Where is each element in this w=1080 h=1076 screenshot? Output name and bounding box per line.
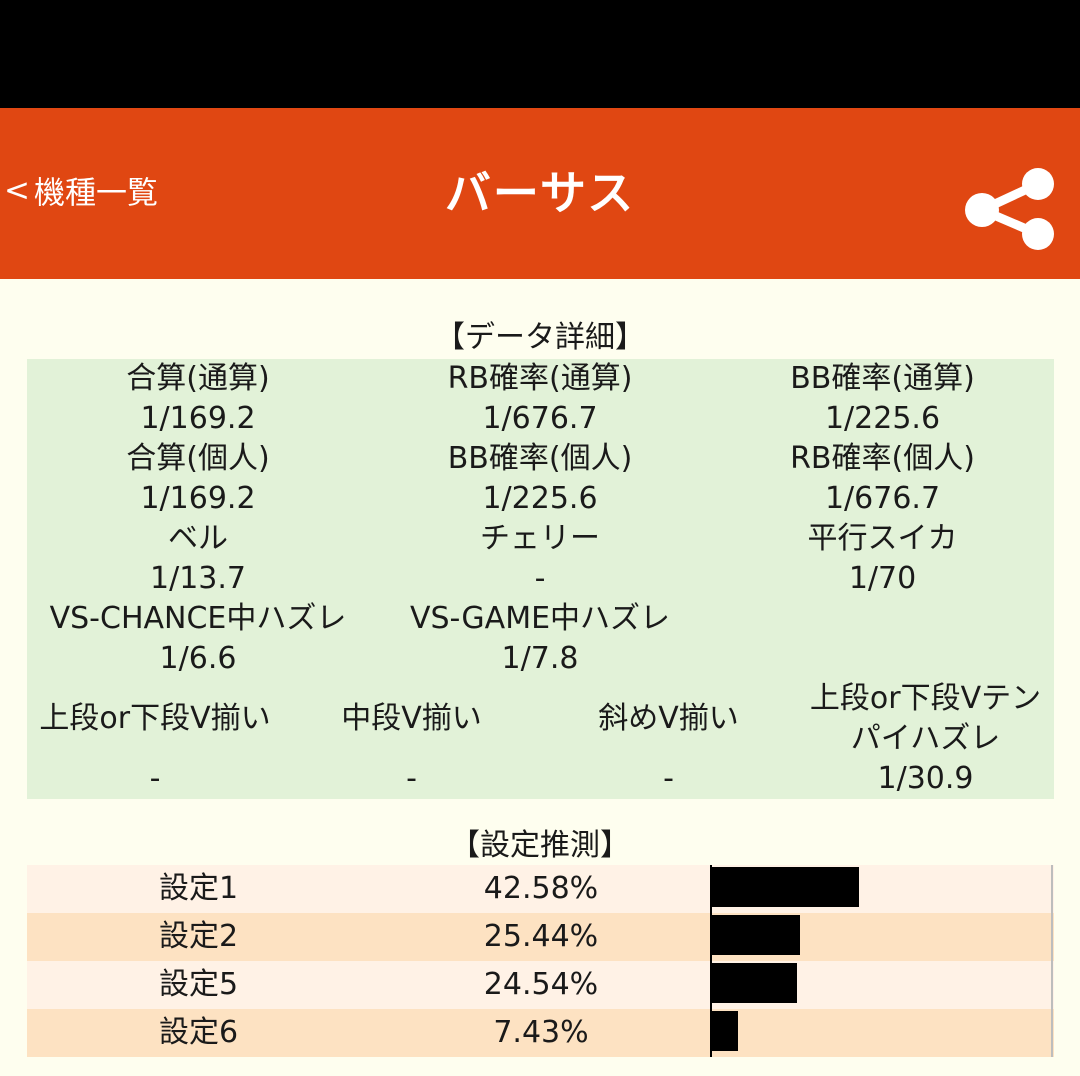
detail-label: VS-GAME中ハズレ [409,601,671,636]
detail-value: 1/6.6 [159,641,237,676]
setting-percent: 7.43% [493,1015,589,1050]
estimate-table: 設定1 42.58% 設定2 25.44% 設定5 24.54% 設定6 7.4… [27,865,1054,1057]
bar-track [710,961,1053,1009]
setting-label: 設定2 [158,919,239,954]
chevron-left-icon: < [4,172,30,208]
back-label: 機種一覧 [33,175,158,212]
detail-label: ベル [168,521,228,556]
detail-label: VS-CHANCE中ハズレ [49,601,347,636]
detail-value: 1/225.6 [482,481,598,516]
detail-label: パイハズレ [850,721,1001,756]
detail-value: 1/13.7 [150,561,246,596]
app-header: < 機種一覧 バーサス [0,108,1080,279]
share-icon [965,168,1054,250]
probability-bar [712,915,800,955]
setting-percent: 24.54% [483,967,599,1002]
detail-value: 1/30.9 [877,761,974,796]
table-row: 設定5 24.54% [27,961,1054,1009]
detail-value: 1/676.7 [824,481,941,516]
bar-track [710,913,1053,961]
detail-label: 平行スイカ [807,521,958,556]
detail-label: 上段or下段V揃い [39,701,271,736]
setting-label: 設定6 [158,1015,239,1050]
detail-label: 斜めV揃い [598,701,739,736]
setting-percent: 25.44% [483,919,599,954]
estimate-title: 【設定推測】 [450,828,630,863]
detail-label: RB確率(個人) [790,441,975,476]
table-row: 設定2 25.44% [27,913,1054,961]
table-row: 設定6 7.43% [27,1009,1054,1057]
back-button[interactable]: < 機種一覧 [4,168,158,213]
detail-value: - [406,761,417,796]
detail-label: BB確率(通算) [790,361,975,396]
setting-label: 設定5 [158,967,239,1002]
probability-bar [712,1011,738,1051]
detail-value: 1/169.2 [140,401,256,436]
bar-track [710,1009,1053,1057]
detail-label: 合算(個人) [126,441,270,476]
detail-value: 1/225.6 [824,401,941,436]
page-title: バーサス [444,166,636,220]
share-button[interactable] [960,168,1060,250]
detail-label: 合算(通算) [126,361,270,396]
detail-value: - [149,761,161,796]
probability-bar [712,867,859,907]
details-panel: 合算(通算) 1/169.2 RB確率(通算) 1/676.7 BB確率(通算)… [27,359,1054,799]
detail-label: 中段V揃い [341,701,482,736]
detail-label: BB確率(個人) [447,441,633,476]
setting-percent: 42.58% [483,871,599,906]
detail-label: 上段or下段Vテン [809,681,1042,716]
probability-bar [712,963,797,1003]
detail-value: 1/7.8 [501,641,579,676]
details-title: 【データ詳細】 [435,320,645,355]
detail-value: - [534,561,546,596]
detail-label: チェリー [480,521,600,556]
status-bar [0,0,1080,108]
detail-label: RB確率(通算) [447,361,633,396]
table-row: 設定1 42.58% [27,865,1054,913]
detail-value: 1/676.7 [482,401,598,436]
detail-value: 1/169.2 [140,481,256,516]
detail-value: - [663,761,674,796]
bar-track [710,865,1053,913]
setting-label: 設定1 [158,871,239,906]
table-right-border [1051,865,1053,1057]
detail-value: 1/70 [848,561,917,596]
